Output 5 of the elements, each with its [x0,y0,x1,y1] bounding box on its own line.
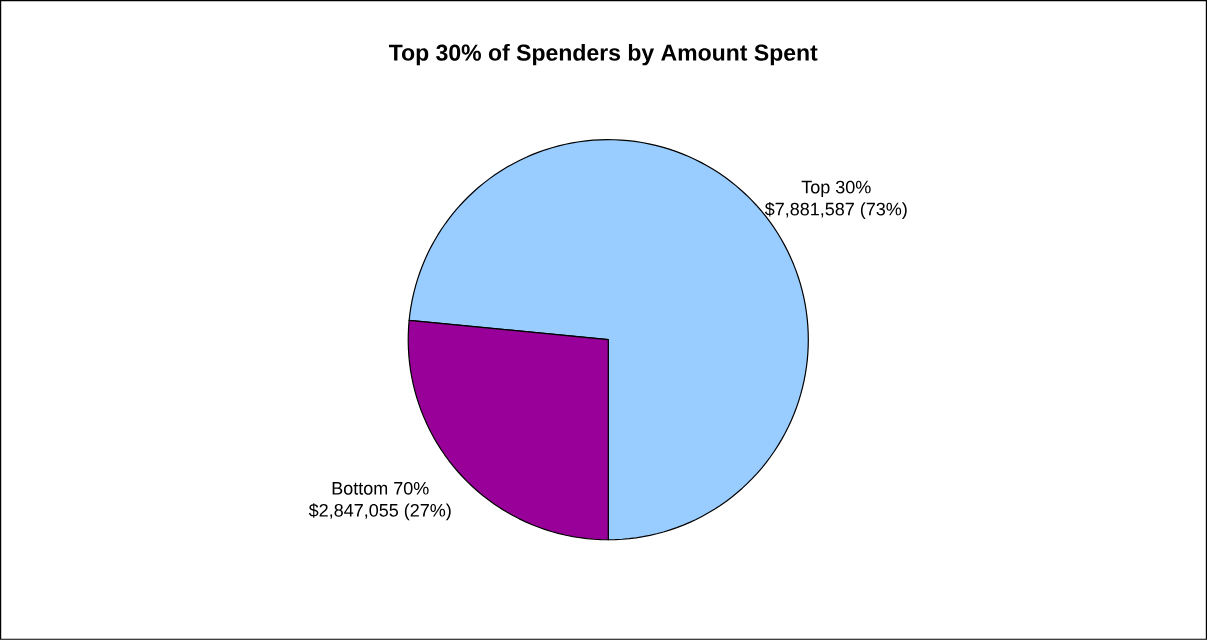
slice-label: Bottom 70% [332,481,429,495]
data-label: $7,881,587 (73%) [764,201,907,220]
data-label: $2,847,055 (27%) [308,503,451,521]
chart-title: Top 30% of Spenders by Amount Spent [388,43,818,66]
slice-label: Top 30% [801,180,871,198]
